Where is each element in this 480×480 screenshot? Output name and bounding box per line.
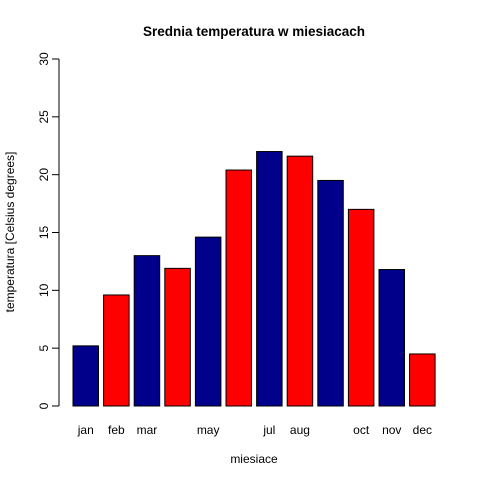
- y-axis-label: temperatura [Celsius degrees]: [3, 152, 17, 313]
- bar-may: [194, 236, 222, 407]
- y-tick-label: 5: [37, 345, 51, 352]
- x-tick-label-oct: oct: [353, 423, 370, 437]
- bar-oct: [347, 208, 375, 407]
- bars-group: [72, 151, 436, 407]
- y-tick-label: 15: [37, 226, 51, 240]
- bar-feb: [103, 294, 130, 407]
- y-tick-label: 30: [37, 52, 51, 66]
- chart-title: Srednia temperatura w miesiacach: [143, 24, 365, 39]
- y-tick-label: 25: [37, 110, 51, 124]
- bar-jun: [225, 169, 252, 407]
- x-tick-label-jan: jan: [77, 423, 94, 437]
- x-tick-label-nov: nov: [382, 423, 401, 437]
- x-tick-label-feb: feb: [108, 423, 125, 437]
- x-axis-label: miesiace: [230, 452, 278, 466]
- bar-dec: [409, 353, 436, 407]
- bar-sep: [317, 179, 344, 407]
- y-tick-label: 20: [37, 168, 51, 182]
- bar-mar: [133, 255, 161, 407]
- y-axis: 0 5 10 15 20 25 30: [37, 52, 60, 409]
- y-tick-label: 10: [37, 283, 51, 297]
- bar-nov: [378, 269, 405, 407]
- x-axis-tick-labels: jan feb mar may jul aug oct nov dec: [77, 423, 432, 437]
- bar-aug: [286, 155, 314, 407]
- bar-jan: [72, 345, 99, 407]
- x-tick-label-dec: dec: [413, 423, 432, 437]
- y-tick-label: 0: [37, 402, 51, 409]
- bar-jul: [256, 151, 283, 407]
- x-tick-label-mar: mar: [137, 423, 158, 437]
- x-tick-label-jul: jul: [262, 423, 275, 437]
- x-tick-label-aug: aug: [290, 423, 310, 437]
- bar-apr: [164, 267, 191, 407]
- x-tick-label-may: may: [197, 423, 220, 437]
